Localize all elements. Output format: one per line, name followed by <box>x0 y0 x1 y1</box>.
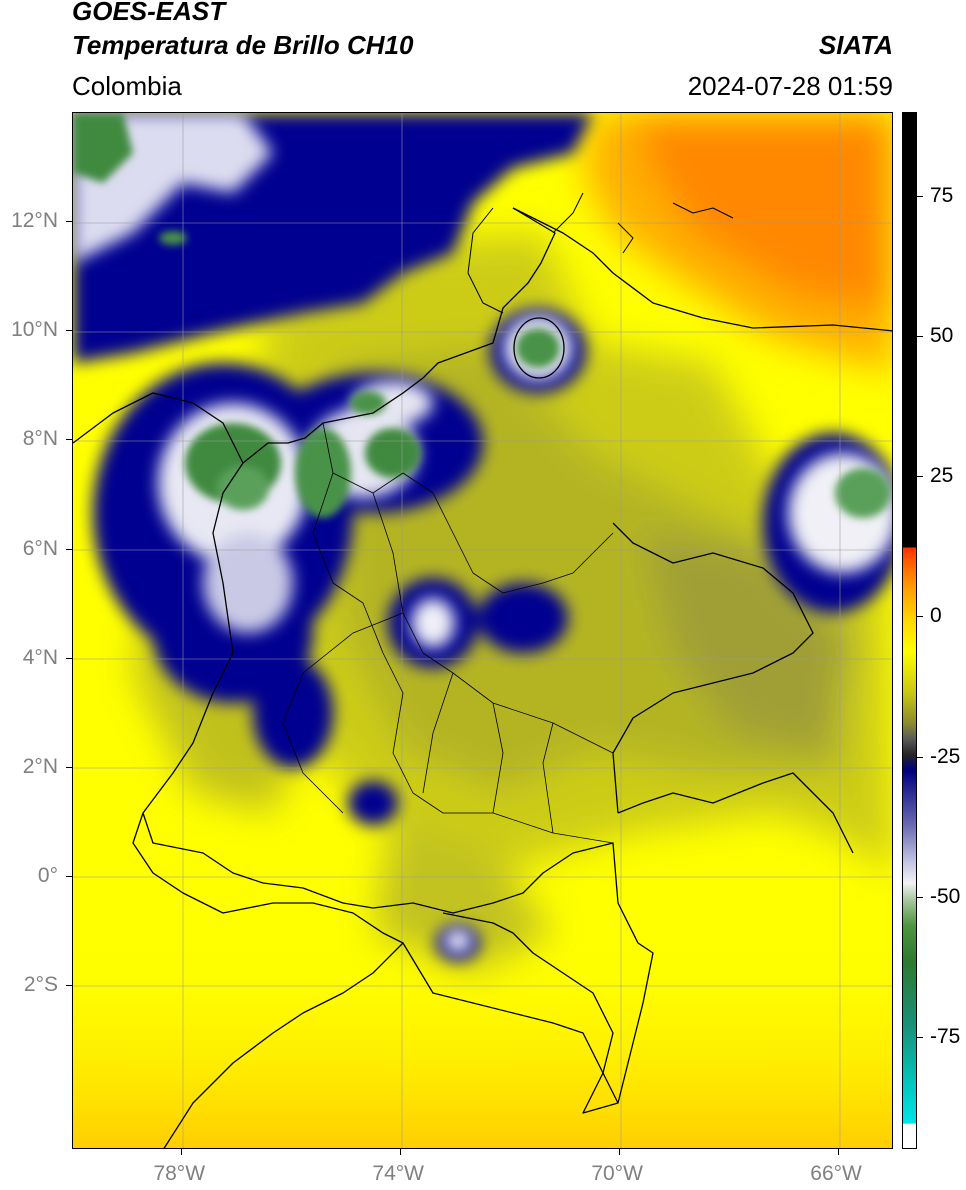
colorbar-tick-mark <box>917 336 923 338</box>
lon-tick-label: 74°W <box>372 1162 424 1185</box>
lon-tick-label: 66°W <box>810 1162 862 1185</box>
colombia-border <box>142 207 654 1114</box>
graticule <box>73 113 892 1148</box>
colorbar-tick-label: 25 <box>930 464 954 488</box>
lat-tick-label: 2°N <box>22 754 58 778</box>
map-svg <box>73 113 892 1148</box>
venezuela-border <box>512 207 892 332</box>
colorbar-tick-mark <box>917 756 923 758</box>
lon-tick-mark <box>619 1149 621 1155</box>
lat-tick-label: 8°N <box>22 427 58 451</box>
gulf-coast <box>467 192 734 314</box>
colorbar-tick-mark <box>917 1036 923 1038</box>
colorbar-tick-label: 0 <box>930 604 942 628</box>
lat-tick-mark <box>66 766 72 768</box>
department-lines <box>282 422 614 844</box>
lat-tick-label: 2°S <box>23 973 58 997</box>
southern-warm-gradient <box>73 933 892 1148</box>
lat-tick-label: 12°N <box>11 209 58 233</box>
lon-tick-mark <box>838 1149 840 1155</box>
lat-tick-label: 4°N <box>22 645 58 669</box>
lon-tick-mark <box>400 1149 402 1155</box>
lat-tick-mark <box>66 657 72 659</box>
ecuador-border <box>132 812 619 1104</box>
colorbar-tick-mark <box>917 896 923 898</box>
lon-tick-mark <box>181 1149 183 1155</box>
colorbar-tick-mark <box>917 196 923 198</box>
lat-tick-label: 6°N <box>22 536 58 560</box>
lake-maracaibo <box>513 317 565 379</box>
brazil-border <box>617 772 854 854</box>
lat-tick-mark <box>66 876 72 878</box>
lat-tick-label: 0° <box>37 864 58 888</box>
datetime-label: 2024-07-28 01:59 <box>687 71 893 101</box>
venezuela-east-border <box>612 522 814 814</box>
lat-tick-mark <box>66 439 72 441</box>
colorbar-tick-label: -25 <box>930 744 961 768</box>
lat-tick-mark <box>66 548 72 550</box>
lat-tick-label: 10°N <box>11 318 58 342</box>
colorbar-tick-label: 75 <box>930 184 954 208</box>
lon-tick-label: 70°W <box>591 1162 643 1185</box>
caribbean-hot-region <box>583 113 892 373</box>
colorbar-tick-mark <box>917 616 923 618</box>
colorbar-tick-label: -50 <box>930 884 961 908</box>
region-label: Colombia <box>72 71 182 101</box>
colorbar-tick-label: 50 <box>930 324 954 348</box>
colorbar-tick-label: -75 <box>930 1024 961 1048</box>
satellite-title: GOES-EAST <box>72 0 226 26</box>
panama-border <box>73 392 244 464</box>
lon-tick-label: 78°W <box>153 1162 206 1185</box>
borders <box>73 192 892 1148</box>
colorbar-tick-mark <box>917 476 923 478</box>
peru-border <box>163 942 404 1148</box>
lat-tick-mark <box>66 985 72 987</box>
satellite-map[interactable] <box>72 112 893 1149</box>
lat-tick-mark <box>66 330 72 332</box>
coldest-cloud-tops <box>73 113 891 518</box>
product-title: Temperatura de Brillo CH10 <box>72 30 414 60</box>
colorbar <box>902 112 917 1149</box>
source-label: SIATA <box>818 30 893 60</box>
lat-tick-mark <box>66 221 72 223</box>
